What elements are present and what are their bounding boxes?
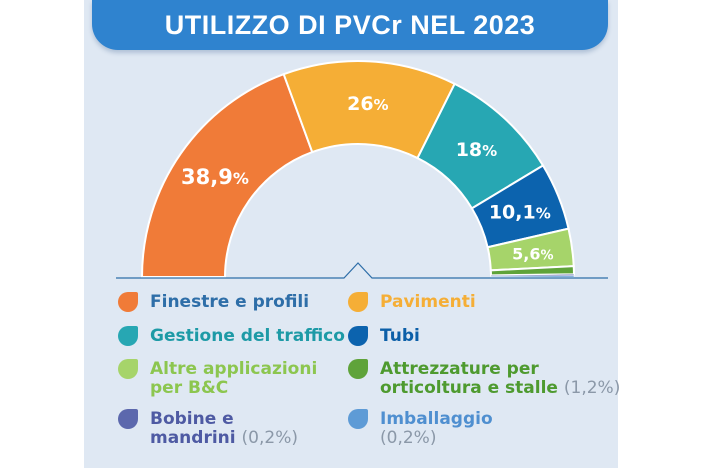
slice-imballaggio [490, 275, 575, 278]
legend-item-bobine-e-mandrini: Bobine e mandrini (0,2%) [118, 409, 298, 448]
title-banner: UTILIZZO DI PVCr NEL 2023 [92, 0, 608, 50]
legend-label: Imballaggio (0,2%) [380, 409, 493, 448]
legend-percent-note: (1,2%) [563, 378, 621, 398]
legend-item-finestre-e-profili: Finestre e profili [118, 292, 310, 312]
legend-percent-note: (0,2%) [380, 428, 437, 448]
legend-label: Attrezzature per orticoltura e stalle (1… [380, 359, 621, 398]
legend-swatch [118, 292, 138, 312]
data-label-gestione-del-traffico: 18% [456, 139, 497, 161]
legend-swatch [348, 326, 368, 346]
legend-item-attrezzature-per-orticoltura-e-stalle: Attrezzature per orticoltura e stalle (1… [348, 359, 621, 398]
legend-item-pavimenti: Pavimenti [348, 292, 476, 312]
chart-baseline [116, 262, 608, 279]
legend-percent-note: (0,2%) [241, 428, 298, 448]
data-label-pavimenti: 26% [347, 93, 388, 115]
legend-item-imballaggio: Imballaggio (0,2%) [348, 409, 493, 448]
legend-swatch [348, 292, 368, 312]
legend-swatch [118, 326, 138, 346]
legend-label: Tubi [380, 326, 420, 346]
legend-item-tubi: Tubi [348, 326, 420, 346]
legend-label: Pavimenti [380, 292, 476, 312]
legend-swatch [348, 409, 368, 429]
slice-finestre-e-profili [140, 72, 314, 278]
legend-label: Altre applicazioni per B&C [150, 359, 318, 398]
legend-swatch [118, 359, 138, 379]
legend-item-gestione-del-traffico: Gestione del traffico [118, 326, 345, 346]
data-label-altre-applicazioni-per-b-c: 5,6% [512, 245, 553, 264]
legend-label: Bobine e mandrini (0,2%) [150, 409, 298, 448]
legend-label: Gestione del traffico [150, 326, 345, 346]
legend-swatch [348, 359, 368, 379]
data-label-tubi: 10,1% [489, 202, 551, 224]
legend-item-altre-applicazioni-per-b-c: Altre applicazioni per B&C [118, 359, 318, 398]
data-label-finestre-e-profili: 38,9% [181, 165, 249, 189]
legend-label: Finestre e profili [150, 292, 310, 312]
legend-swatch [118, 409, 138, 429]
chart-title: UTILIZZO DI PVCr NEL 2023 [164, 9, 536, 40]
